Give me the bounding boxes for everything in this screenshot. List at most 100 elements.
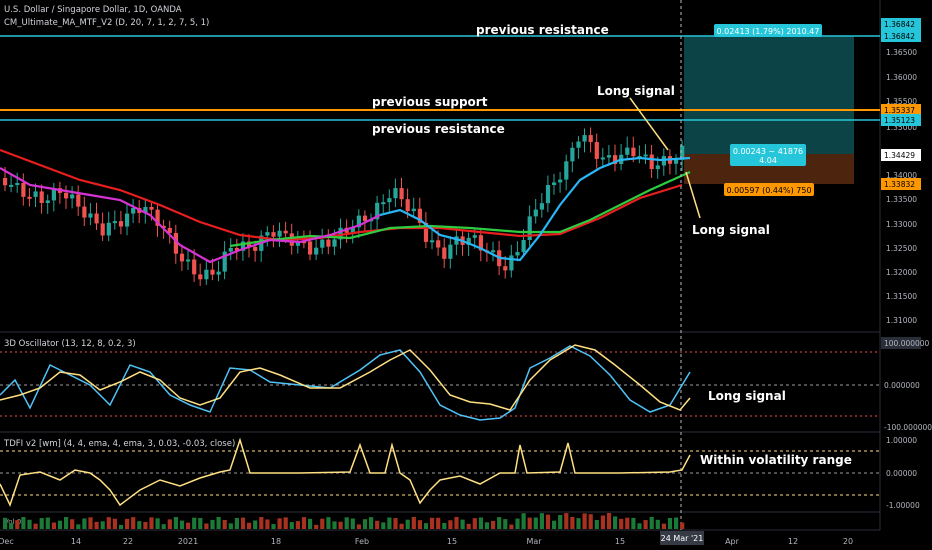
price-badge-label: 1.34429: [884, 151, 915, 160]
arrow-long-signal-top[interactable]: [629, 97, 669, 151]
volume-bar: [222, 519, 227, 529]
arrow-long-signal-bottom[interactable]: [685, 171, 701, 219]
price-tick: 1.32500: [886, 244, 917, 253]
annotation-mid-resistance[interactable]: previous resistance: [372, 122, 505, 136]
volume-bar: [472, 518, 477, 529]
candle-body: [600, 157, 605, 160]
annotation-top-resistance[interactable]: previous resistance: [476, 23, 609, 37]
volume-bar: [430, 517, 435, 529]
volume-bar: [320, 518, 325, 529]
volume-bar: [198, 517, 203, 529]
candle-body: [545, 185, 551, 204]
volume-bar: [637, 523, 642, 529]
candle-body: [350, 227, 355, 233]
candle-body: [155, 209, 160, 226]
price-badge: [881, 104, 921, 116]
volume-bar: [350, 518, 355, 529]
candle-body: [625, 147, 630, 155]
price-tick: 1.36500: [886, 48, 917, 57]
time-tick: 22: [123, 537, 133, 546]
annotation-long-signal-osc[interactable]: Long signal: [708, 389, 786, 403]
volume-bar: [442, 523, 447, 529]
volume-bar: [149, 517, 154, 529]
stop-label-box[interactable]: [724, 183, 814, 196]
target-label-box[interactable]: [714, 24, 822, 37]
volume-bar: [210, 519, 215, 529]
candle-body: [94, 213, 99, 224]
tdfi-title: TDFI v2 [wm] (4, 4, ema, 4, ema, 3, 0.03…: [3, 439, 235, 449]
volume-bar: [466, 523, 471, 529]
volume-bars: [3, 513, 685, 529]
volume-bar: [338, 521, 343, 529]
volume-bar: [570, 516, 575, 529]
profit-zone[interactable]: [684, 36, 854, 154]
volume-bar: [356, 524, 361, 529]
candle-body: [558, 179, 563, 183]
candle-body: [381, 202, 386, 205]
annotation-long-signal-top[interactable]: Long signal: [597, 84, 675, 98]
volume-bar: [186, 522, 191, 529]
time-tick: 14: [71, 537, 81, 546]
price-tick: 1.34000: [886, 171, 917, 180]
candle-body: [179, 253, 185, 262]
volume-bar: [655, 519, 660, 529]
volume-bar: [247, 522, 252, 529]
volume-bar: [582, 513, 587, 529]
candle-body: [606, 155, 612, 158]
annotation-long-signal-bottom[interactable]: Long signal: [692, 223, 770, 237]
volume-bar: [94, 521, 99, 529]
crosshair-date: 24 Mar '21: [661, 534, 704, 543]
price-badge: [881, 30, 921, 42]
candle-body: [167, 227, 172, 233]
entry-label-line2: 4.04: [759, 156, 777, 165]
volume-bar: [216, 517, 221, 529]
candle-body: [204, 269, 209, 280]
price-badge-label: 1.35123: [884, 116, 915, 125]
tdfi-tick: 1.00000: [886, 436, 917, 445]
volume-bar: [497, 517, 502, 529]
time-tick: 12: [788, 537, 798, 546]
volume-bar: [521, 513, 526, 529]
candle-body: [64, 192, 69, 199]
candle-body: [466, 237, 471, 245]
candle-body: [112, 221, 117, 224]
moving-averages: [0, 148, 691, 264]
candle-body: [45, 200, 50, 203]
candle-body: [643, 154, 648, 157]
volume-bar: [576, 518, 581, 529]
time-tick: Apr: [725, 537, 740, 546]
price-tick: 1.33500: [886, 195, 917, 204]
volume-bar: [606, 513, 612, 529]
candle-body: [411, 208, 416, 212]
candle-body: [491, 250, 496, 253]
volume-bar: [393, 518, 398, 529]
candle-body: [192, 259, 197, 275]
annotation-volatility[interactable]: Within volatility range: [700, 453, 852, 467]
entry-label-box[interactable]: [730, 144, 806, 166]
annotation-support[interactable]: previous support: [372, 95, 488, 109]
candle-body: [234, 247, 239, 251]
candle-body: [552, 182, 557, 186]
stop-label: 0.00597 (0.44%) 750: [726, 186, 811, 195]
volume-bar: [3, 517, 8, 529]
volume-bar: [643, 520, 648, 529]
candle-body: [210, 269, 215, 275]
volume-bar: [674, 517, 679, 529]
volume-bar: [600, 515, 605, 529]
volume-bar: [295, 521, 300, 529]
volume-bar: [344, 517, 349, 529]
volume-bar: [155, 518, 160, 529]
candle-body: [655, 165, 660, 170]
volume-bar: [649, 517, 654, 529]
oscillator-title: 3D Oscillator (13, 12, 8, 0.2, 3): [4, 339, 136, 349]
volume-bar: [112, 518, 117, 529]
candle-body: [228, 247, 233, 252]
volume-bar: [484, 522, 490, 529]
candle-body: [472, 235, 477, 238]
candle-body: [570, 147, 575, 162]
volume-bar: [387, 517, 392, 529]
volume-bar: [454, 517, 459, 529]
time-axis[interactable]: Dec 14 22 2021 18 Feb 15 Mar 15 Apr 12 20: [0, 537, 853, 546]
